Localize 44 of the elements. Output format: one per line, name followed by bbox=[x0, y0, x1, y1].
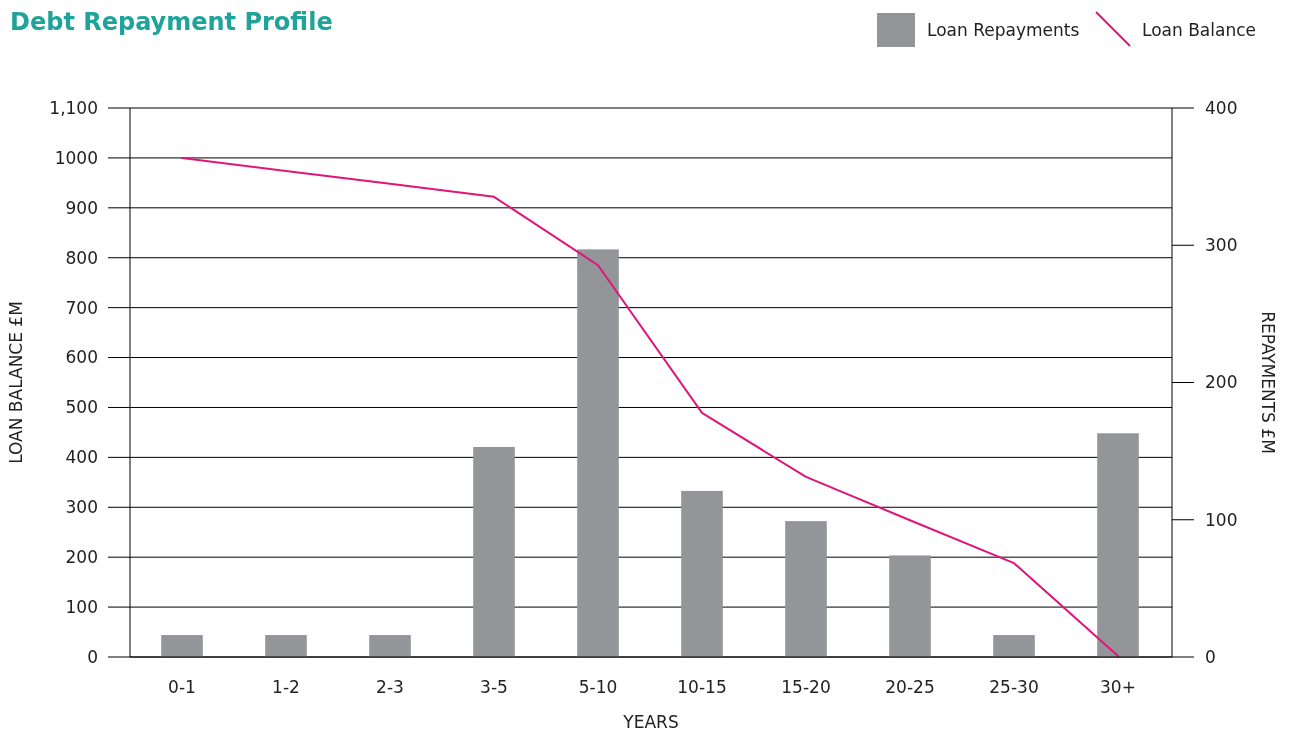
x-axis-title: YEARS bbox=[622, 712, 679, 732]
bar bbox=[1097, 433, 1139, 657]
y2-tick-label: 200 bbox=[1205, 372, 1238, 393]
x-tick-label: 2-3 bbox=[376, 676, 404, 697]
y2-axis-title: REPAYMENTS £M bbox=[1258, 311, 1278, 454]
x-tick-label: 25-30 bbox=[989, 676, 1039, 697]
y-tick-label: 200 bbox=[65, 547, 98, 568]
y-tick-label: 0 bbox=[87, 646, 98, 667]
x-tick-label: 30+ bbox=[1100, 676, 1136, 697]
bar bbox=[785, 521, 827, 657]
y-tick-label: 800 bbox=[65, 247, 98, 268]
bar bbox=[889, 555, 931, 657]
bar bbox=[681, 490, 723, 657]
y2-tick-label: 400 bbox=[1205, 97, 1238, 118]
legend-label: Loan Repayments bbox=[927, 19, 1080, 40]
bar bbox=[161, 635, 203, 657]
legend-label: Loan Balance bbox=[1142, 19, 1256, 40]
x-tick-label: 20-25 bbox=[885, 676, 935, 697]
y-tick-label: 1,100 bbox=[49, 97, 98, 118]
x-tick-label: 1-2 bbox=[272, 676, 300, 697]
y2-tick-label: 100 bbox=[1205, 509, 1238, 530]
bar bbox=[993, 635, 1035, 657]
y-tick-label: 500 bbox=[65, 397, 98, 418]
x-tick-label: 15-20 bbox=[781, 676, 831, 697]
y-tick-label: 1000 bbox=[54, 147, 98, 168]
x-tick-label: 5-10 bbox=[578, 676, 618, 697]
y-tick-label: 400 bbox=[65, 447, 98, 468]
y-tick-label: 900 bbox=[65, 197, 98, 218]
y-tick-label: 100 bbox=[65, 597, 98, 618]
y2-tick-label: 0 bbox=[1205, 646, 1216, 667]
y2-tick-label: 300 bbox=[1205, 235, 1238, 256]
bar bbox=[473, 447, 515, 657]
x-tick-label: 3-5 bbox=[480, 676, 508, 697]
y-tick-label: 700 bbox=[65, 297, 98, 318]
chart-title: Debt Repayment Profile bbox=[10, 8, 333, 36]
y-tick-label: 300 bbox=[65, 497, 98, 518]
y-tick-label: 600 bbox=[65, 347, 98, 368]
line-series bbox=[181, 156, 1119, 657]
x-tick-label: 10-15 bbox=[677, 676, 727, 697]
x-tick-label: 0-1 bbox=[168, 676, 196, 697]
bar bbox=[577, 249, 619, 657]
bar bbox=[265, 635, 307, 657]
y-axis-title: LOAN BALANCE £M bbox=[6, 301, 26, 464]
bar bbox=[369, 635, 411, 657]
